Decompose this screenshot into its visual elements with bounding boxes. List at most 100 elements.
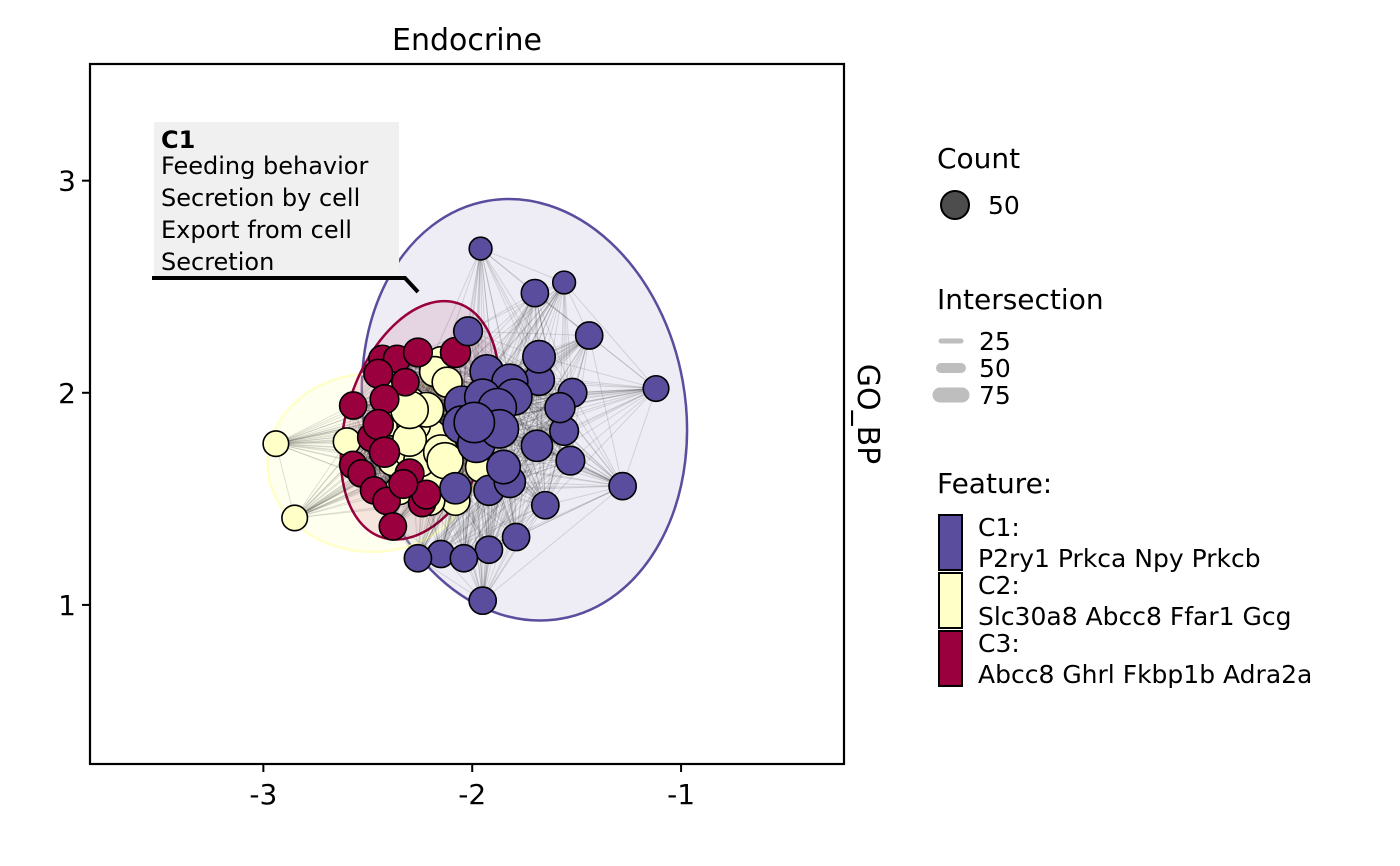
- node-point-c3: [362, 408, 395, 441]
- network-edge: [563, 388, 657, 432]
- network-edge: [294, 441, 348, 519]
- legend: Count 50 Intersection 25 50 75 Feature: …: [932, 142, 1312, 689]
- network-edge: [539, 379, 657, 390]
- network-edge: [480, 248, 540, 357]
- network-edge: [482, 445, 538, 601]
- node-point-c1: [551, 270, 577, 295]
- legend-feature-swatch-c2: [938, 572, 963, 629]
- node-point-c1: [522, 339, 557, 374]
- network-edge: [480, 248, 565, 283]
- legend-feature-genes: Abcc8 Ghrl Fkbp1b Adra2a: [978, 660, 1312, 689]
- legend-count: Count 50: [937, 142, 1020, 220]
- node-point-c1: [453, 401, 496, 444]
- network-edge: [499, 388, 657, 430]
- node-point-c2: [281, 504, 309, 532]
- node-point-c3: [369, 384, 400, 415]
- network-edge: [534, 292, 573, 393]
- network-edge: [463, 445, 538, 559]
- panel-border: [88, 62, 846, 766]
- network-edge: [570, 388, 657, 462]
- network-edge: [572, 392, 624, 487]
- y-tick-label: 3: [58, 165, 76, 198]
- node-point-c1: [452, 316, 484, 347]
- x-tick-label: -2: [458, 778, 486, 811]
- annotation-title: C1: [161, 126, 195, 154]
- network-edge: [294, 472, 404, 519]
- network-edge: [563, 282, 573, 393]
- node-point-c1: [403, 543, 433, 573]
- network-edge: [509, 388, 657, 483]
- network-edge: [482, 430, 565, 601]
- plot-panel: Endocrine GO_BP -3 -2 -1 1 2 3 C1 Feeding be…: [58, 23, 885, 811]
- node-point-c3: [338, 391, 368, 420]
- annotation-line: Export from cell: [161, 216, 352, 244]
- y-axis: 1 2 3: [58, 165, 90, 622]
- node-point-c1: [574, 321, 604, 350]
- legend-count-label: 50: [988, 191, 1020, 220]
- network-edge: [538, 356, 657, 390]
- annotation-box: C1 Feeding behavior Secretion by cell Ex…: [152, 122, 420, 294]
- legend-intersection-label: 75: [979, 381, 1011, 410]
- legend-feature-label: C2:: [978, 571, 1020, 600]
- node-point-c1: [530, 490, 560, 520]
- chart-title: Endocrine: [392, 23, 542, 58]
- legend-feature-label: C3:: [978, 629, 1020, 658]
- network-edge: [468, 330, 590, 337]
- legend-intersection: Intersection 25 50 75: [932, 283, 1104, 410]
- legend-count-title: Count: [937, 142, 1020, 175]
- legend-feature: Feature: C1: P2ry1 Prkca Npy Prkcb C2: S…: [937, 467, 1312, 689]
- node-point-c1: [486, 449, 522, 485]
- node-point-c1: [468, 586, 498, 616]
- node-point-c1: [474, 535, 504, 565]
- legend-feature-genes: Slc30a8 Abcc8 Ffar1 Gcg: [978, 602, 1291, 631]
- network-edge: [544, 388, 657, 506]
- legend-intersection-label: 50: [979, 354, 1011, 383]
- network-edge: [588, 335, 624, 487]
- legend-feature-title: Feature:: [937, 467, 1052, 500]
- legend-intersection-title: Intersection: [937, 283, 1104, 316]
- annotation-line: Secretion by cell: [161, 184, 360, 212]
- node-point-c1: [520, 278, 550, 308]
- node-point-c1: [520, 429, 554, 463]
- node-point-c3: [388, 468, 419, 500]
- network-edge: [275, 402, 389, 445]
- node-point-c3: [390, 367, 420, 397]
- network-edge: [563, 282, 657, 389]
- legend-feature-swatch-c1: [938, 514, 963, 571]
- network-edge: [482, 485, 623, 602]
- node-point-c1: [555, 445, 586, 476]
- node-point-c1: [468, 236, 493, 261]
- node-point-c1: [608, 471, 637, 501]
- network-edge: [509, 282, 565, 383]
- node-point-c3: [402, 337, 434, 368]
- strip-label: GO_BP: [850, 364, 885, 465]
- node-point-c1: [439, 471, 472, 505]
- network-edge: [482, 504, 546, 601]
- network-edge: [497, 407, 623, 487]
- node-point-c3: [378, 512, 408, 541]
- y-tick-label: 2: [58, 377, 76, 410]
- legend-intersection-label: 25: [979, 327, 1011, 356]
- network-edge: [509, 481, 623, 487]
- network-edge: [467, 330, 573, 394]
- node-point-c1: [544, 391, 576, 424]
- network-edge: [480, 248, 511, 383]
- x-tick-label: -1: [667, 778, 695, 811]
- annotation-leader: [152, 276, 420, 294]
- node-point-c1: [501, 522, 531, 552]
- legend-feature-swatch-c3: [938, 630, 963, 687]
- annotation-background: [154, 122, 399, 278]
- node-point-c1: [449, 543, 479, 573]
- network-edge: [440, 460, 571, 555]
- network-edge: [503, 466, 623, 487]
- annotation-line: Secretion: [161, 248, 274, 276]
- legend-feature-label: C1:: [978, 513, 1020, 542]
- node-point-c3: [368, 436, 401, 468]
- node-point-c3: [363, 358, 394, 389]
- node-point-c1: [642, 374, 670, 403]
- annotation-line: Feeding behavior: [161, 152, 368, 180]
- network-edge: [515, 485, 623, 538]
- legend-count-symbol: [940, 190, 970, 220]
- network-edge: [486, 282, 565, 372]
